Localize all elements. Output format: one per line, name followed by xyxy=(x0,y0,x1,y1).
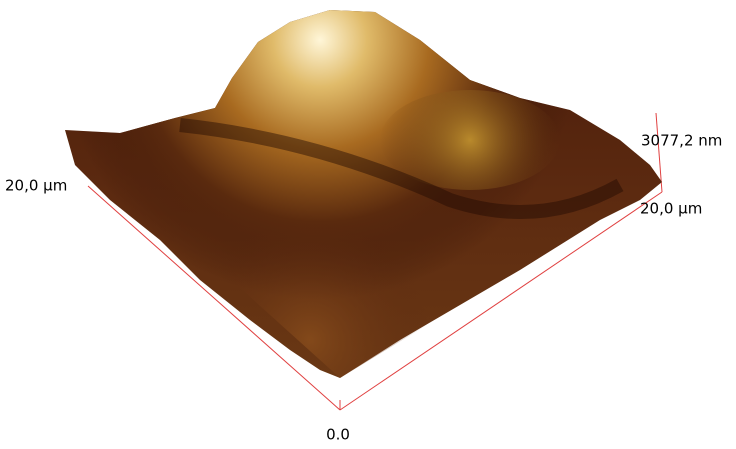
z-extent-label: 3077,2 nm xyxy=(641,132,722,150)
z-axis-line xyxy=(655,112,663,193)
x-extent-label: 20,0 µm xyxy=(5,177,67,195)
origin-label: 0.0 xyxy=(326,426,350,444)
surface-trough xyxy=(179,118,624,219)
surface-bump xyxy=(380,90,560,190)
surface xyxy=(65,10,662,378)
x-axis-line xyxy=(87,185,341,411)
axes xyxy=(87,112,663,411)
y-axis-line xyxy=(339,191,663,411)
surface-lower xyxy=(65,130,662,378)
y-extent-label: 20,0 µm xyxy=(640,200,702,218)
